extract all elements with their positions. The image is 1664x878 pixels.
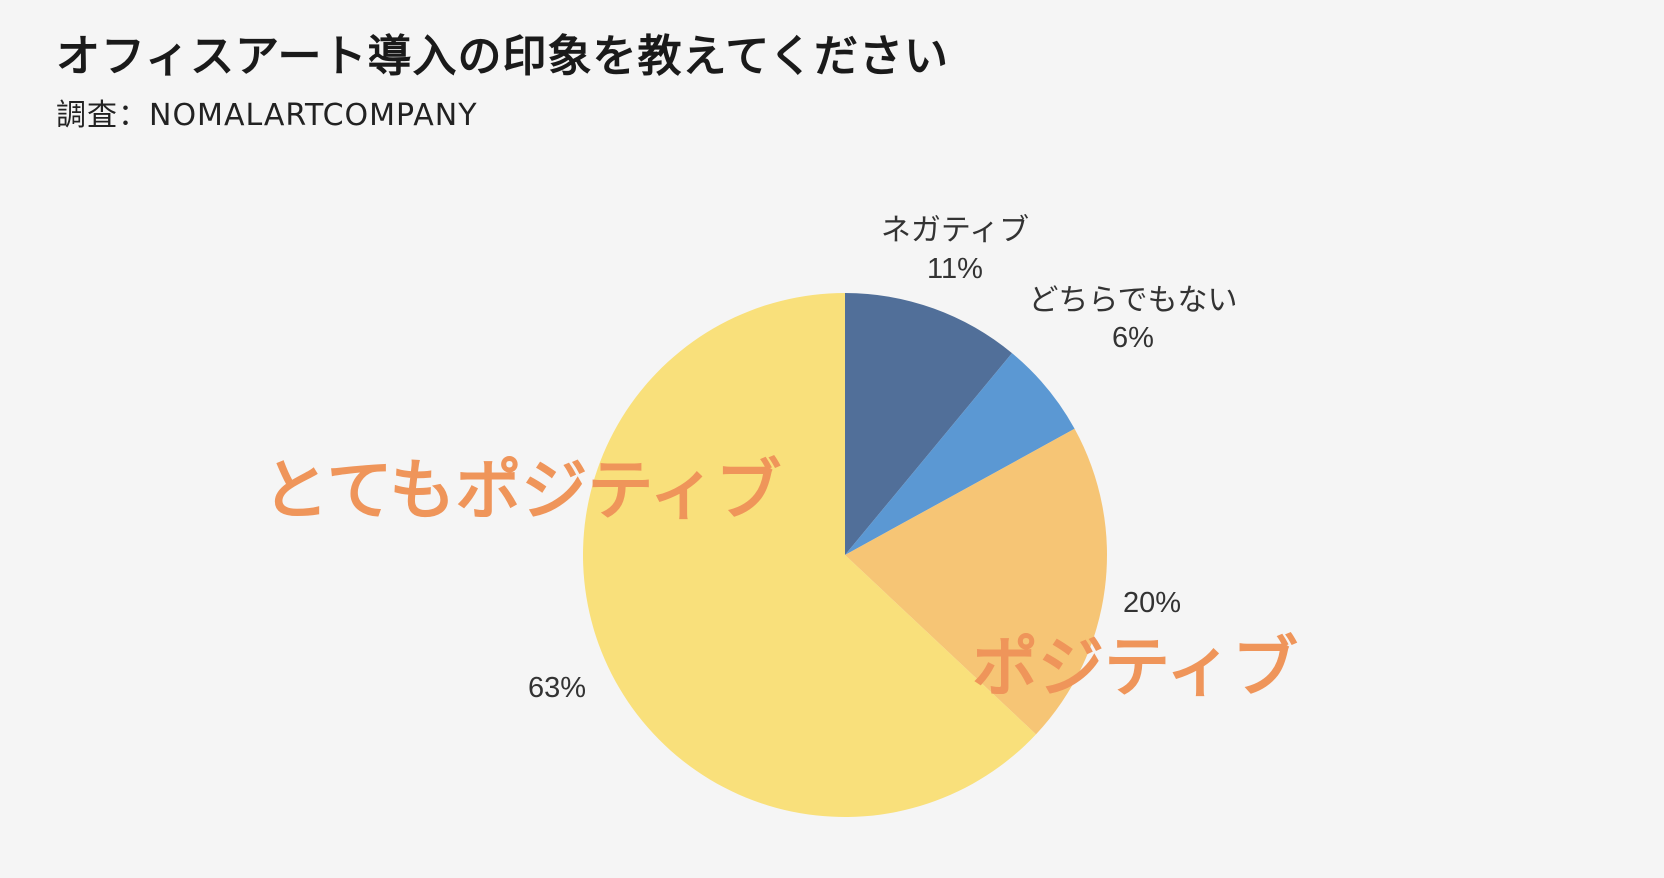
pie-slice-2 [845, 428, 1107, 735]
slice-value-neutral: 6% [1112, 322, 1154, 354]
pie-slice-1 [845, 353, 1075, 555]
slice-label-negative: ネガティブ [881, 214, 1029, 247]
slice-value-positive: 20% [1123, 587, 1181, 619]
chart-subtitle: 調査：NOMALARTCOMPANY [56, 98, 478, 133]
pie-slice-0 [845, 293, 1013, 555]
slice-value-very-positive: 63% [528, 672, 586, 704]
pie-slice-3 [582, 293, 1036, 817]
slice-label-very-positive: とてもポジティブ [263, 452, 782, 529]
slice-label-neutral: どちらでもない [1028, 284, 1237, 317]
slice-value-negative: 11% [927, 253, 983, 285]
chart-title: オフィスアート導入の印象を教えてください [56, 31, 949, 82]
slice-label-positive: ポジティブ [972, 629, 1298, 706]
